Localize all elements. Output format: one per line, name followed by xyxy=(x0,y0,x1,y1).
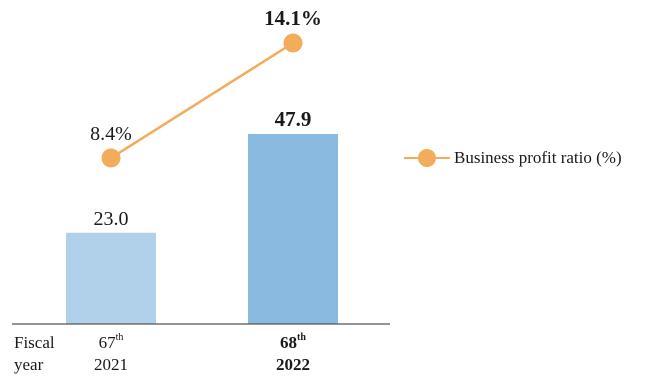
x-tick-period-2: 68th xyxy=(280,332,306,352)
bar-value-label-2: 47.9 xyxy=(275,107,312,131)
profit-ratio-label-1: 8.4% xyxy=(90,123,132,145)
x-axis-title-line-2: year xyxy=(14,355,44,374)
profit-ratio-label-2: 14.1% xyxy=(264,6,322,30)
legend-marker-icon xyxy=(404,148,450,168)
x-tick-label-2: 68th 2022 xyxy=(248,332,338,378)
x-tick-year-1: 2021 xyxy=(94,355,128,374)
x-tick-period-1: 67th xyxy=(98,332,124,352)
profit-ratio-point-1 xyxy=(101,148,121,168)
profit-ratio-line xyxy=(110,41,294,160)
legend-label-profit-ratio: Business profit ratio (%) xyxy=(454,148,622,167)
data-labels: 23.0 47.9 8.4% 14.1% xyxy=(90,6,322,230)
profit-ratio-line-series xyxy=(101,33,303,168)
x-tick-year-2: 2022 xyxy=(276,355,310,374)
bar-1 xyxy=(66,232,156,324)
profit-ratio-point-2 xyxy=(283,33,303,53)
x-axis-title-line-1: Fiscal xyxy=(14,333,55,352)
bar-value-label-1: 23.0 xyxy=(94,208,129,230)
bar-2 xyxy=(248,134,338,324)
x-tick-label-1: 67th 2021 xyxy=(66,332,156,378)
bar-series xyxy=(66,134,338,324)
legend: Business profit ratio (%) xyxy=(404,148,622,168)
